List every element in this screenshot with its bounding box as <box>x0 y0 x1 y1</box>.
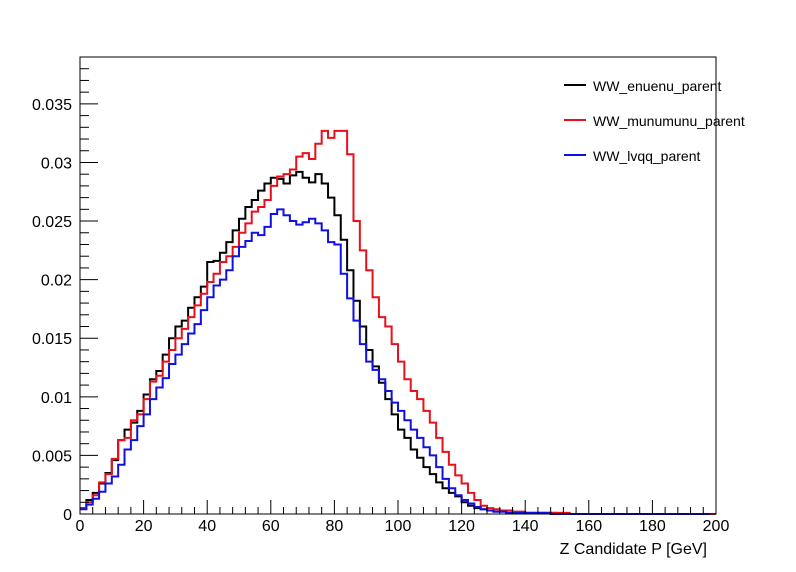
y-tick-label: 0.02 <box>41 273 72 290</box>
x-axis-label: Z Candidate P [GeV] <box>560 541 707 558</box>
y-tick-label: 0.025 <box>32 214 72 231</box>
x-tick-label: 140 <box>512 518 539 535</box>
y-tick-label: 0.01 <box>41 390 72 407</box>
legend: WW_enuenu_parent WW_munumunu_parent WW_lvq… <box>564 78 745 164</box>
y-tick-label: 0.005 <box>32 448 72 465</box>
x-tick-label: 20 <box>135 518 153 535</box>
y-tick-label: 0.035 <box>32 97 72 114</box>
legend-label-1: WW_enuenu_parent <box>593 78 722 94</box>
x-tick-label: 60 <box>262 518 280 535</box>
x-tick-label: 0 <box>76 518 85 535</box>
x-tick-label: 80 <box>326 518 344 535</box>
x-tick-label: 120 <box>448 518 475 535</box>
series-line-3 <box>80 208 710 515</box>
axes-layer: 0 20 40 60 80 100 120 140 160 180 200 0 0.005 0.01 0.0… <box>32 56 730 535</box>
legend-label-2: WW_munumunu_parent <box>593 113 745 129</box>
legend-label-3: WW_lvqq_parent <box>593 148 700 164</box>
y-tick-label: 0.03 <box>41 155 72 172</box>
y-tick-label: 0 <box>63 507 72 524</box>
x-tick-label: 200 <box>703 518 730 535</box>
x-tick-label: 180 <box>639 518 666 535</box>
series-layer <box>80 129 716 515</box>
x-tick-label: 40 <box>198 518 216 535</box>
x-tick-label: 100 <box>385 518 412 535</box>
x-tick-label: 160 <box>575 518 602 535</box>
y-tick-label: 0.015 <box>32 331 72 348</box>
